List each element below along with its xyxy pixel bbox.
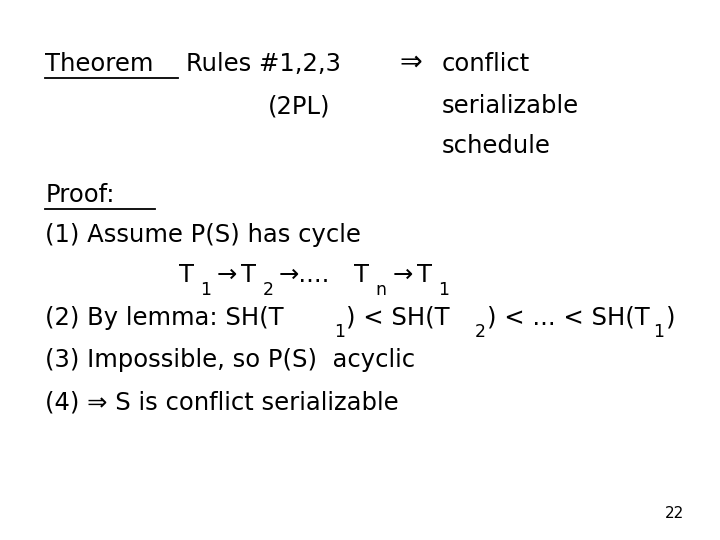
Text: T: T <box>417 263 432 287</box>
Text: 1: 1 <box>438 281 449 299</box>
Text: (4) ⇒ S is conflict serializable: (4) ⇒ S is conflict serializable <box>45 390 399 415</box>
Text: 22: 22 <box>665 506 684 521</box>
Text: T: T <box>179 263 194 287</box>
Text: (1) Assume P(S) has cycle: (1) Assume P(S) has cycle <box>45 223 361 247</box>
Text: Rules #1,2,3: Rules #1,2,3 <box>186 52 341 76</box>
Text: Theorem: Theorem <box>45 52 154 76</box>
Text: 1: 1 <box>200 281 211 299</box>
Text: schedule: schedule <box>442 134 551 158</box>
Text: ⇒: ⇒ <box>400 50 423 76</box>
Text: →: → <box>216 263 237 287</box>
Text: 1: 1 <box>653 323 665 341</box>
Text: 2: 2 <box>474 323 485 341</box>
Text: Proof:: Proof: <box>45 183 115 207</box>
Text: (2) By lemma: SH(T: (2) By lemma: SH(T <box>45 306 284 329</box>
Text: 2: 2 <box>263 281 274 299</box>
Text: conflict: conflict <box>442 52 530 76</box>
Text: T: T <box>241 263 256 287</box>
Text: (2PL): (2PL) <box>268 94 330 118</box>
Text: →....: →.... <box>278 263 330 287</box>
Text: (3) Impossible, so P(S)  acyclic: (3) Impossible, so P(S) acyclic <box>45 348 415 372</box>
Text: ) < ... < SH(T: ) < ... < SH(T <box>487 306 650 329</box>
Text: T: T <box>354 263 369 287</box>
Text: →: → <box>392 263 413 287</box>
Text: ) < SH(T: ) < SH(T <box>346 306 450 329</box>
Text: serializable: serializable <box>442 94 579 118</box>
Text: ): ) <box>666 306 675 329</box>
Text: n: n <box>376 281 387 299</box>
Text: 1: 1 <box>333 323 345 341</box>
